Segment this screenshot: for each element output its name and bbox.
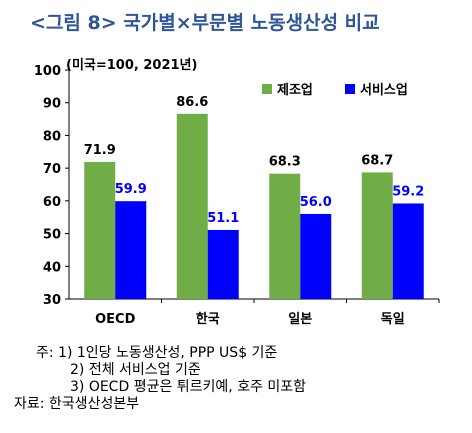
data-label: 59.9 [115, 182, 147, 197]
data-label: 59.2 [392, 184, 424, 199]
data-label: 71.9 [84, 143, 116, 158]
bar-서비스업-일본 [300, 213, 332, 299]
y-tick-label: 40 [43, 260, 61, 275]
y-tick-label: 30 [43, 293, 61, 308]
x-tick-label: 독일 [381, 312, 405, 327]
x-tick-label: 한국 [196, 311, 220, 327]
legend-label-0: 제조업 [277, 83, 313, 98]
data-label: 68.3 [269, 155, 301, 170]
bar-서비스업-OECD [115, 201, 147, 299]
chart-title: <그림 8> 국가별×부문별 노동생산성 비교 [30, 12, 380, 34]
bar-서비스업-독일 [392, 203, 424, 299]
bar-제조업-일본 [269, 173, 301, 299]
legend-swatch-0 [262, 84, 272, 94]
footnote-3: 3) OECD 평균은 튀르키예, 호주 미포함 [70, 379, 307, 395]
legend-swatch-1 [345, 84, 355, 94]
y-tick-label: 70 [43, 162, 61, 177]
y-tick-label: 50 [43, 228, 61, 243]
chart-subtitle: (미국=100, 2021년) [66, 58, 198, 73]
footnotes: 주: 1) 1인당 노동생산성, PPP US$ 기준 2) 전체 서비스업 기… [14, 345, 306, 413]
x-tick-label: OECD [95, 312, 135, 327]
data-label: 51.1 [207, 211, 239, 226]
footnote-2: 2) 전체 서비스업 기준 [70, 362, 201, 378]
x-tick-label: 일본 [288, 312, 312, 327]
footnote-1: 주: 1) 1인당 노동생산성, PPP US$ 기준 [36, 345, 278, 361]
data-label: 68.7 [361, 153, 393, 168]
bar-제조업-OECD [84, 161, 116, 299]
bar-제조업-독일 [361, 172, 393, 299]
legend-label-1: 서비스업 [360, 83, 408, 98]
y-tick-label: 100 [34, 64, 61, 79]
y-tick-label: 90 [43, 97, 61, 112]
y-tick-label: 60 [43, 195, 61, 210]
data-label: 86.6 [176, 95, 208, 110]
data-label: 56.0 [300, 195, 332, 210]
source-note: 자료: 한국생산성본부 [14, 396, 140, 412]
bar-제조업-한국 [176, 113, 208, 299]
y-tick-label: 80 [43, 129, 61, 144]
bar-chart: 30 40 50 60 70 80 90 100 71.9 59.9 OECD 86.6 51.1 한국 6… [34, 64, 440, 327]
bar-서비스업-한국 [207, 229, 239, 299]
